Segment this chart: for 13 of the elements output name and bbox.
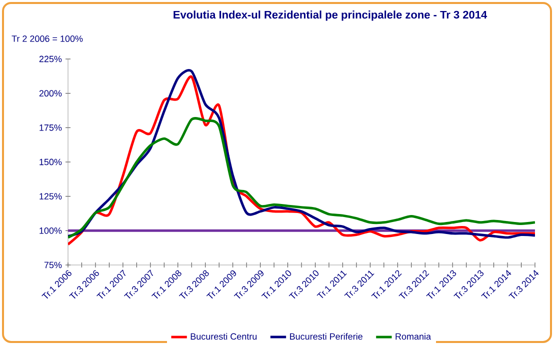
legend-label: Bucuresti Centru <box>190 333 257 340</box>
text: Tr 2 2006 = 100% <box>12 36 83 42</box>
y-tick-label: 175% <box>40 124 62 131</box>
legend-label: Bucuresti Periferie <box>290 333 362 340</box>
chart-title: Evolutia Index-ul Rezidential pe principalele zone - Tr 3 2014 <box>174 10 488 21</box>
y-tick-label: 200% <box>39 90 62 97</box>
legend-label: Romania <box>396 333 431 340</box>
y-tick-label: 75% <box>44 262 62 268</box>
line-series <box>68 117 535 239</box>
y-tick-label: 100% <box>40 227 62 234</box>
y-tick-label: 125% <box>40 193 62 200</box>
y-tick-label: 225% <box>39 56 62 62</box>
y-tick-label: 150% <box>40 158 62 166</box>
